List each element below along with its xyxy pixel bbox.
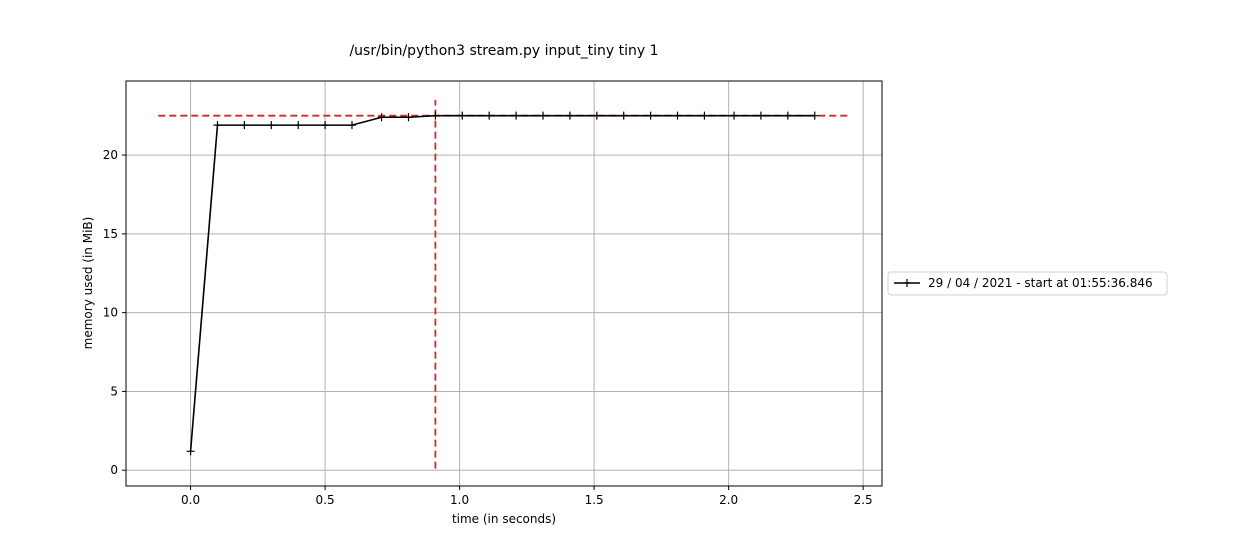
data-point-marker (458, 111, 467, 120)
series-layer (186, 111, 819, 456)
data-point-marker (240, 121, 249, 130)
data-point-marker (294, 121, 303, 130)
data-point-marker (512, 111, 521, 120)
y-tick-label: 5 (110, 384, 118, 398)
y-axis-title: memory used (in MiB) (81, 217, 95, 350)
data-point-marker (783, 111, 792, 120)
series-line (189, 114, 815, 452)
data-point-marker (700, 111, 709, 120)
data-point-marker (646, 111, 655, 120)
x-tick-label: 1.5 (585, 493, 604, 507)
x-tick-label: 0.5 (316, 493, 335, 507)
legend-marker-swatch (903, 279, 911, 287)
data-point-marker (756, 111, 765, 120)
data-point-marker (213, 121, 222, 130)
x-tick-label: 0.0 (181, 493, 200, 507)
data-point-marker (186, 447, 195, 456)
axis-ticks: 0.0 0.5 1.0 1.5 2.0 2.5 0 5 10 15 20 (103, 148, 873, 507)
data-point-marker (377, 113, 386, 122)
data-point-marker (267, 121, 276, 130)
data-point-marker (673, 111, 682, 120)
data-point-marker (485, 111, 494, 120)
data-point-marker (592, 111, 601, 120)
data-point-marker (810, 111, 819, 120)
data-point-marker (565, 111, 574, 120)
legend-box (887, 271, 1168, 296)
x-tick-label: 2.5 (854, 493, 873, 507)
x-tick-label: 1.0 (450, 493, 469, 507)
x-tick-label: 2.0 (719, 493, 738, 507)
data-point-marker (321, 121, 330, 130)
chart-title: /usr/bin/python3 stream.py input_tiny ti… (349, 43, 658, 59)
legend: 29 / 04 / 2021 - start at 01:55:36.846 (887, 271, 1168, 296)
legend-label: 29 / 04 / 2021 - start at 01:55:36.846 (928, 276, 1153, 290)
x-axis-title: time (in seconds) (452, 512, 556, 526)
grid-lines (126, 81, 882, 486)
data-point-marker (730, 111, 739, 120)
data-point-marker (347, 121, 356, 130)
data-point-marker (539, 111, 548, 120)
y-tick-label: 15 (103, 227, 118, 241)
y-tick-label: 10 (103, 306, 118, 320)
plot-frame (125, 80, 883, 487)
y-tick-label: 0 (110, 463, 118, 477)
data-point-marker (619, 111, 628, 120)
data-point-marker (404, 113, 413, 122)
data-point-marker (431, 111, 440, 120)
y-tick-label: 20 (103, 148, 118, 162)
